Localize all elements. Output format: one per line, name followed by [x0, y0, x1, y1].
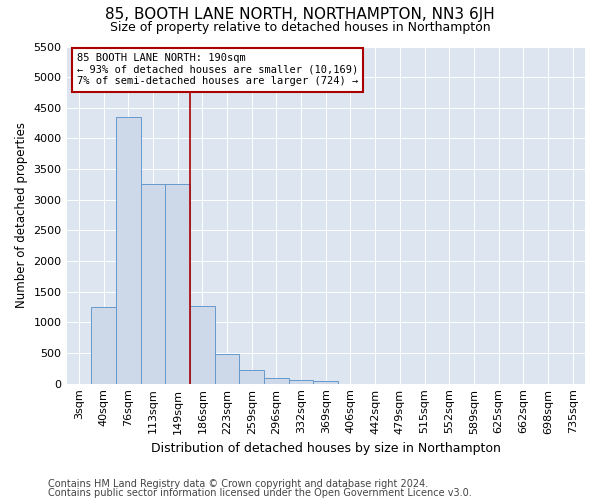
Text: Contains public sector information licensed under the Open Government Licence v3: Contains public sector information licen… [48, 488, 472, 498]
Bar [264, 378, 289, 384]
Bar [239, 370, 264, 384]
Bar [313, 380, 338, 384]
X-axis label: Distribution of detached houses by size in Northampton: Distribution of detached houses by size … [151, 442, 501, 455]
Y-axis label: Number of detached properties: Number of detached properties [15, 122, 28, 308]
Bar [165, 184, 190, 384]
Text: Size of property relative to detached houses in Northampton: Size of property relative to detached ho… [110, 21, 490, 34]
Bar [289, 380, 313, 384]
Bar [116, 117, 140, 384]
Text: 85, BOOTH LANE NORTH, NORTHAMPTON, NN3 6JH: 85, BOOTH LANE NORTH, NORTHAMPTON, NN3 6… [105, 8, 495, 22]
Bar [190, 306, 215, 384]
Bar [91, 307, 116, 384]
Text: Contains HM Land Registry data © Crown copyright and database right 2024.: Contains HM Land Registry data © Crown c… [48, 479, 428, 489]
Bar [140, 184, 165, 384]
Bar [215, 354, 239, 384]
Text: 85 BOOTH LANE NORTH: 190sqm
← 93% of detached houses are smaller (10,169)
7% of : 85 BOOTH LANE NORTH: 190sqm ← 93% of det… [77, 53, 358, 86]
